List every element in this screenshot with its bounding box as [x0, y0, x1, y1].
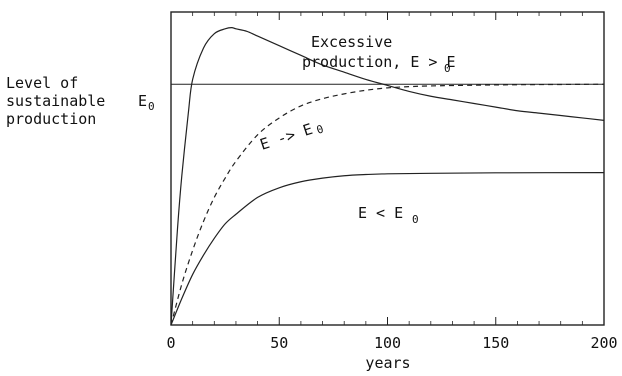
- tick-marks: [170, 12, 605, 325]
- annotation-approach: E -> E: [258, 120, 315, 154]
- x-tick-label: 50: [270, 334, 288, 352]
- series-line-3: [170, 171, 605, 326]
- x-tick-label: 0: [166, 334, 175, 352]
- annotation-excessive-line1: Excessive: [311, 33, 392, 51]
- annotation-below: E < E: [358, 204, 403, 222]
- x-tick-label: 200: [590, 334, 617, 352]
- x-axis-title: years: [365, 354, 410, 372]
- annotation-below-sub: 0: [412, 213, 419, 226]
- x-tick-label: 100: [374, 334, 401, 352]
- annotation-approach-sub: 0: [315, 122, 325, 136]
- reference-label-sub: 0: [148, 100, 155, 113]
- series-line-1: [170, 27, 605, 326]
- y-label-line-2: sustainable: [6, 92, 105, 110]
- y-label-line-1: Level of: [6, 74, 78, 92]
- series-line-2: [170, 83, 605, 326]
- annotation-excessive-sub: 0: [444, 62, 451, 75]
- series-layer: [170, 27, 605, 326]
- x-tick-label: 150: [482, 334, 509, 352]
- annotation-excessive-line2: production, E > E: [302, 53, 456, 71]
- y-label-line-3: production: [6, 110, 96, 128]
- reference-label: E: [138, 92, 147, 110]
